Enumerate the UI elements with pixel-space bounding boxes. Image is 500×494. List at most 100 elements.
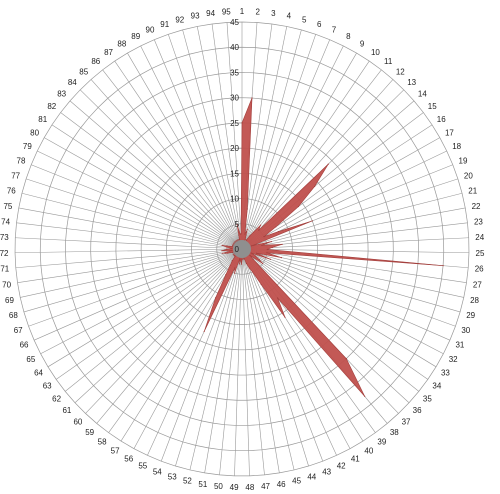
data-point [240, 258, 242, 260]
category-label: 84 [68, 78, 77, 87]
category-label: 45 [292, 477, 301, 486]
grid-spoke [241, 248, 451, 341]
data-point [244, 238, 246, 241]
category-label: 32 [449, 355, 458, 364]
data-point [234, 241, 236, 243]
category-label: 4 [287, 12, 292, 21]
grid-spoke [74, 248, 243, 403]
grid-spoke [23, 248, 243, 313]
category-label: 85 [79, 67, 88, 76]
data-point [248, 267, 250, 269]
grid-spoke [241, 248, 265, 475]
r-tick-label: 35 [230, 68, 239, 77]
grid-spoke [211, 23, 243, 250]
grid-spoke [79, 89, 243, 250]
grid-spoke [44, 137, 243, 250]
grid-spoke [241, 248, 467, 283]
grid-spoke [15, 248, 243, 269]
category-label: 54 [153, 467, 162, 476]
data-point [231, 245, 233, 248]
data-point [284, 316, 286, 318]
category-label: 68 [9, 311, 18, 320]
grid-spoke [219, 248, 243, 475]
data-point [229, 264, 231, 266]
grid-spoke [55, 248, 243, 380]
category-label: 90 [146, 26, 155, 35]
grid-ring [65, 72, 419, 426]
category-label: 31 [455, 341, 464, 350]
category-label: 38 [390, 428, 399, 437]
category-label: 55 [138, 461, 147, 470]
data-point [231, 247, 233, 250]
category-label: 95 [222, 8, 231, 17]
data-point [241, 122, 243, 124]
grid-spoke [241, 178, 458, 250]
r-tick-label: 40 [230, 43, 239, 52]
data-point [251, 97, 253, 99]
category-label: 89 [131, 32, 140, 41]
data-point [240, 263, 243, 265]
category-label: 14 [418, 90, 427, 99]
grid-spoke [241, 248, 444, 354]
grid-spoke [241, 248, 456, 327]
grid-spoke [241, 26, 288, 250]
grid-spoke [28, 248, 243, 327]
category-label: 15 [428, 102, 437, 111]
category-label: 46 [277, 480, 286, 489]
category-label: 26 [475, 265, 484, 274]
grid-spoke [18, 207, 243, 250]
category-label: 20 [464, 171, 473, 180]
grid-spoke [182, 29, 243, 250]
grid-spoke [40, 248, 243, 354]
data-point [246, 208, 248, 210]
category-label: 86 [91, 57, 100, 66]
data-point [239, 233, 241, 235]
data-point [281, 243, 283, 245]
category-label: 23 [474, 218, 483, 227]
data-point [231, 249, 233, 252]
category-label: 56 [124, 454, 133, 463]
data-point [262, 262, 264, 265]
data-point [236, 223, 238, 225]
grid-spoke [241, 29, 302, 250]
grid-spoke [241, 137, 440, 250]
category-label: 6 [317, 20, 322, 29]
category-label: 17 [445, 128, 454, 137]
grid-ring [191, 198, 293, 300]
category-label: 75 [3, 202, 12, 211]
grid-spoke [241, 248, 280, 473]
data-point [260, 283, 262, 286]
data-point [240, 233, 242, 235]
data-point [327, 163, 329, 165]
grid-spoke [241, 69, 382, 250]
data-point [234, 272, 236, 274]
grid-spoke [160, 248, 243, 462]
category-label: 13 [407, 78, 416, 87]
grid-spoke [33, 248, 243, 341]
category-label: 49 [230, 483, 239, 492]
grid-spoke [241, 248, 469, 254]
data-point [271, 246, 273, 249]
grid-spoke [26, 178, 243, 250]
category-label: 48 [245, 483, 254, 492]
grid-spoke [47, 248, 243, 368]
r-tick-label: 45 [230, 18, 239, 27]
data-point [252, 258, 254, 260]
grid-spoke [241, 248, 309, 467]
category-label: 43 [322, 467, 331, 476]
category-label: 27 [473, 280, 482, 289]
category-label: 21 [468, 187, 477, 196]
grid-spoke [20, 248, 243, 298]
category-label: 24 [475, 233, 484, 242]
grid-spoke [241, 248, 337, 456]
grid-spoke [241, 248, 250, 476]
r-tick-label: 25 [230, 119, 239, 128]
grid-spoke [241, 60, 370, 250]
grid-spoke [241, 79, 394, 250]
grid-ring [140, 147, 344, 351]
category-label: 36 [413, 406, 422, 415]
data-point [311, 220, 313, 222]
grid-ring [115, 122, 369, 376]
category-label: 91 [160, 20, 169, 29]
